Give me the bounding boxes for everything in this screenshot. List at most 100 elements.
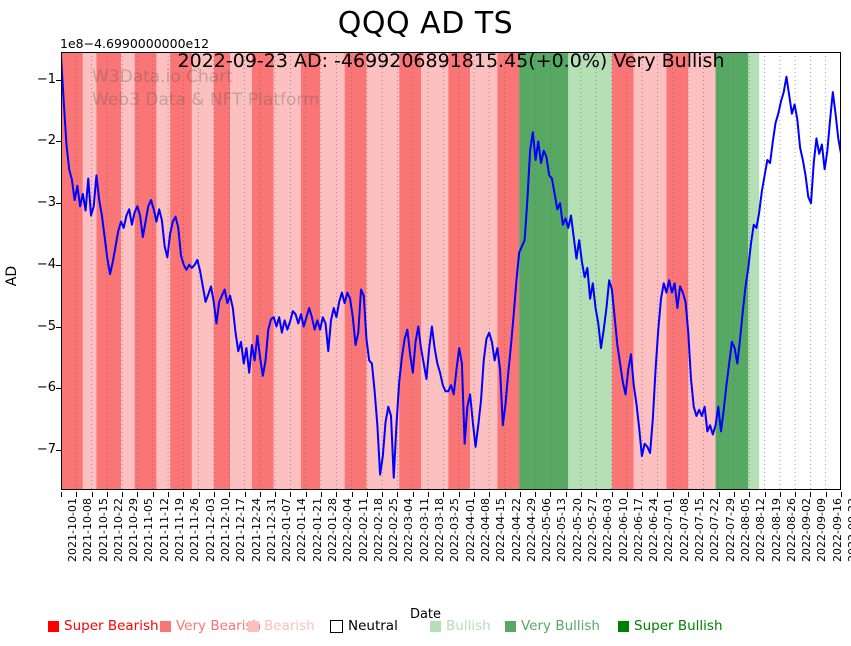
x-tick-label: 2022-01-14 xyxy=(295,498,309,562)
x-tick-mark xyxy=(305,492,307,497)
x-tick-mark xyxy=(688,492,690,497)
x-tick-label: 2022-07-29 xyxy=(723,498,737,562)
x-tick-mark xyxy=(841,492,842,497)
sentiment-band xyxy=(688,52,716,490)
x-tick-label: 2022-01-21 xyxy=(310,498,324,562)
x-tick-label: 2022-09-09 xyxy=(815,498,829,562)
x-tick-mark xyxy=(152,492,154,497)
legend-label: Very Bearish xyxy=(176,618,262,634)
sentiment-band xyxy=(170,52,192,490)
x-tick-label: 2022-04-08 xyxy=(478,498,492,562)
legend-item[interactable]: Bullish xyxy=(430,618,491,634)
x-tick-label: 2022-03-11 xyxy=(417,498,431,562)
x-tick-mark xyxy=(351,492,353,497)
y-tick-mark xyxy=(56,449,61,451)
legend-item[interactable]: Very Bearish xyxy=(160,618,261,634)
x-tick-label: 2022-08-26 xyxy=(784,498,798,562)
legend-swatch-icon xyxy=(330,619,343,633)
legend-label: Super Bullish xyxy=(634,618,723,634)
sentiment-band xyxy=(611,52,634,490)
sentiment-band xyxy=(448,52,471,490)
x-tick-mark xyxy=(535,492,537,497)
y-tick-label: −5 xyxy=(36,318,56,334)
x-tick-mark xyxy=(504,492,506,497)
x-tick-mark xyxy=(91,492,93,497)
legend-swatch-icon xyxy=(618,620,629,632)
x-tick-label: 2022-08-19 xyxy=(769,498,783,562)
x-tick-mark xyxy=(61,492,62,497)
legend: Super Bearish Very Bearish Bearish Neutral B… xyxy=(0,618,851,640)
x-tick-mark xyxy=(259,492,261,497)
y-tick-mark xyxy=(56,388,61,390)
x-tick-label: 2021-10-22 xyxy=(111,498,125,562)
y-tick-mark xyxy=(56,203,61,205)
x-tick-label: 2022-09-16 xyxy=(830,498,844,562)
x-tick-label: 2022-09-02 xyxy=(800,498,814,562)
x-tick-mark xyxy=(550,492,552,497)
x-tick-label: 2022-02-04 xyxy=(341,498,355,562)
sentiment-band xyxy=(273,52,301,490)
legend-item[interactable]: Super Bearish xyxy=(48,618,159,634)
data-line xyxy=(61,55,841,479)
x-tick-label: 2021-10-29 xyxy=(127,498,141,562)
sentiment-band xyxy=(748,52,760,490)
x-tick-mark xyxy=(412,492,414,497)
y-tick-mark xyxy=(56,264,61,266)
sentiment-band xyxy=(366,52,400,490)
legend-item[interactable]: Very Bullish xyxy=(505,618,600,634)
x-tick-mark xyxy=(275,492,277,497)
x-tick-label: 2021-11-19 xyxy=(173,498,187,562)
sentiment-band xyxy=(61,52,83,490)
x-tick-label: 2022-01-07 xyxy=(280,498,294,562)
plot-frame xyxy=(61,52,841,490)
sentiment-band xyxy=(82,52,97,490)
x-tick-mark xyxy=(290,492,292,497)
y-axis-label: AD xyxy=(4,265,20,287)
x-tick-label: 2021-10-01 xyxy=(66,498,79,562)
legend-item[interactable]: Neutral xyxy=(330,618,398,634)
sentiment-band xyxy=(541,52,569,490)
y-tick-label: −7 xyxy=(36,441,56,457)
y-tick-label: −1 xyxy=(36,71,56,87)
sentiment-band xyxy=(633,52,667,490)
legend-item[interactable]: Super Bullish xyxy=(618,618,723,634)
sentiment-band xyxy=(666,52,689,490)
x-tick-label: 2021-12-03 xyxy=(203,498,217,562)
legend-swatch-icon xyxy=(48,620,59,632)
x-tick-mark xyxy=(672,492,674,497)
x-tick-mark xyxy=(336,492,338,497)
x-tick-mark xyxy=(764,492,766,497)
legend-swatch-icon xyxy=(248,620,259,632)
plot-area[interactable] xyxy=(61,52,841,490)
x-tick-label: 2022-05-13 xyxy=(555,498,569,562)
sentiment-band xyxy=(134,52,157,490)
x-tick-mark xyxy=(596,492,598,497)
x-tick-label: 2021-12-10 xyxy=(218,498,232,562)
x-tick-mark xyxy=(718,492,720,497)
x-tick-mark xyxy=(137,492,139,497)
x-tick-label: 2021-12-17 xyxy=(234,498,248,562)
sentiment-bands xyxy=(61,52,760,490)
x-tick-mark xyxy=(489,492,491,497)
y-axis-ticks: −1 −2 −3 −4 −5 −6 −7 xyxy=(0,52,61,490)
x-tick-label: 2022-03-04 xyxy=(402,498,416,562)
x-tick-mark xyxy=(397,492,399,497)
x-tick-mark xyxy=(198,492,200,497)
y-tick-label: −4 xyxy=(36,256,56,272)
legend-item[interactable]: Bearish xyxy=(248,618,315,634)
x-tick-mark xyxy=(443,492,445,497)
x-tick-label: 2022-03-25 xyxy=(448,498,462,562)
sentiment-band xyxy=(156,52,171,490)
x-tick-mark xyxy=(795,492,797,497)
x-tick-label: 2021-12-31 xyxy=(264,498,278,562)
x-tick-label: 2022-07-15 xyxy=(693,498,707,562)
x-tick-label: 2022-05-20 xyxy=(570,498,584,562)
x-tick-mark xyxy=(733,492,735,497)
x-tick-mark xyxy=(473,492,475,497)
y-axis-offset-text: 1e8−4.6990000000e12 xyxy=(60,36,210,51)
sentiment-band xyxy=(399,52,421,490)
x-tick-mark xyxy=(611,492,613,497)
legend-label: Neutral xyxy=(348,618,398,634)
x-tick-mark xyxy=(213,492,215,497)
